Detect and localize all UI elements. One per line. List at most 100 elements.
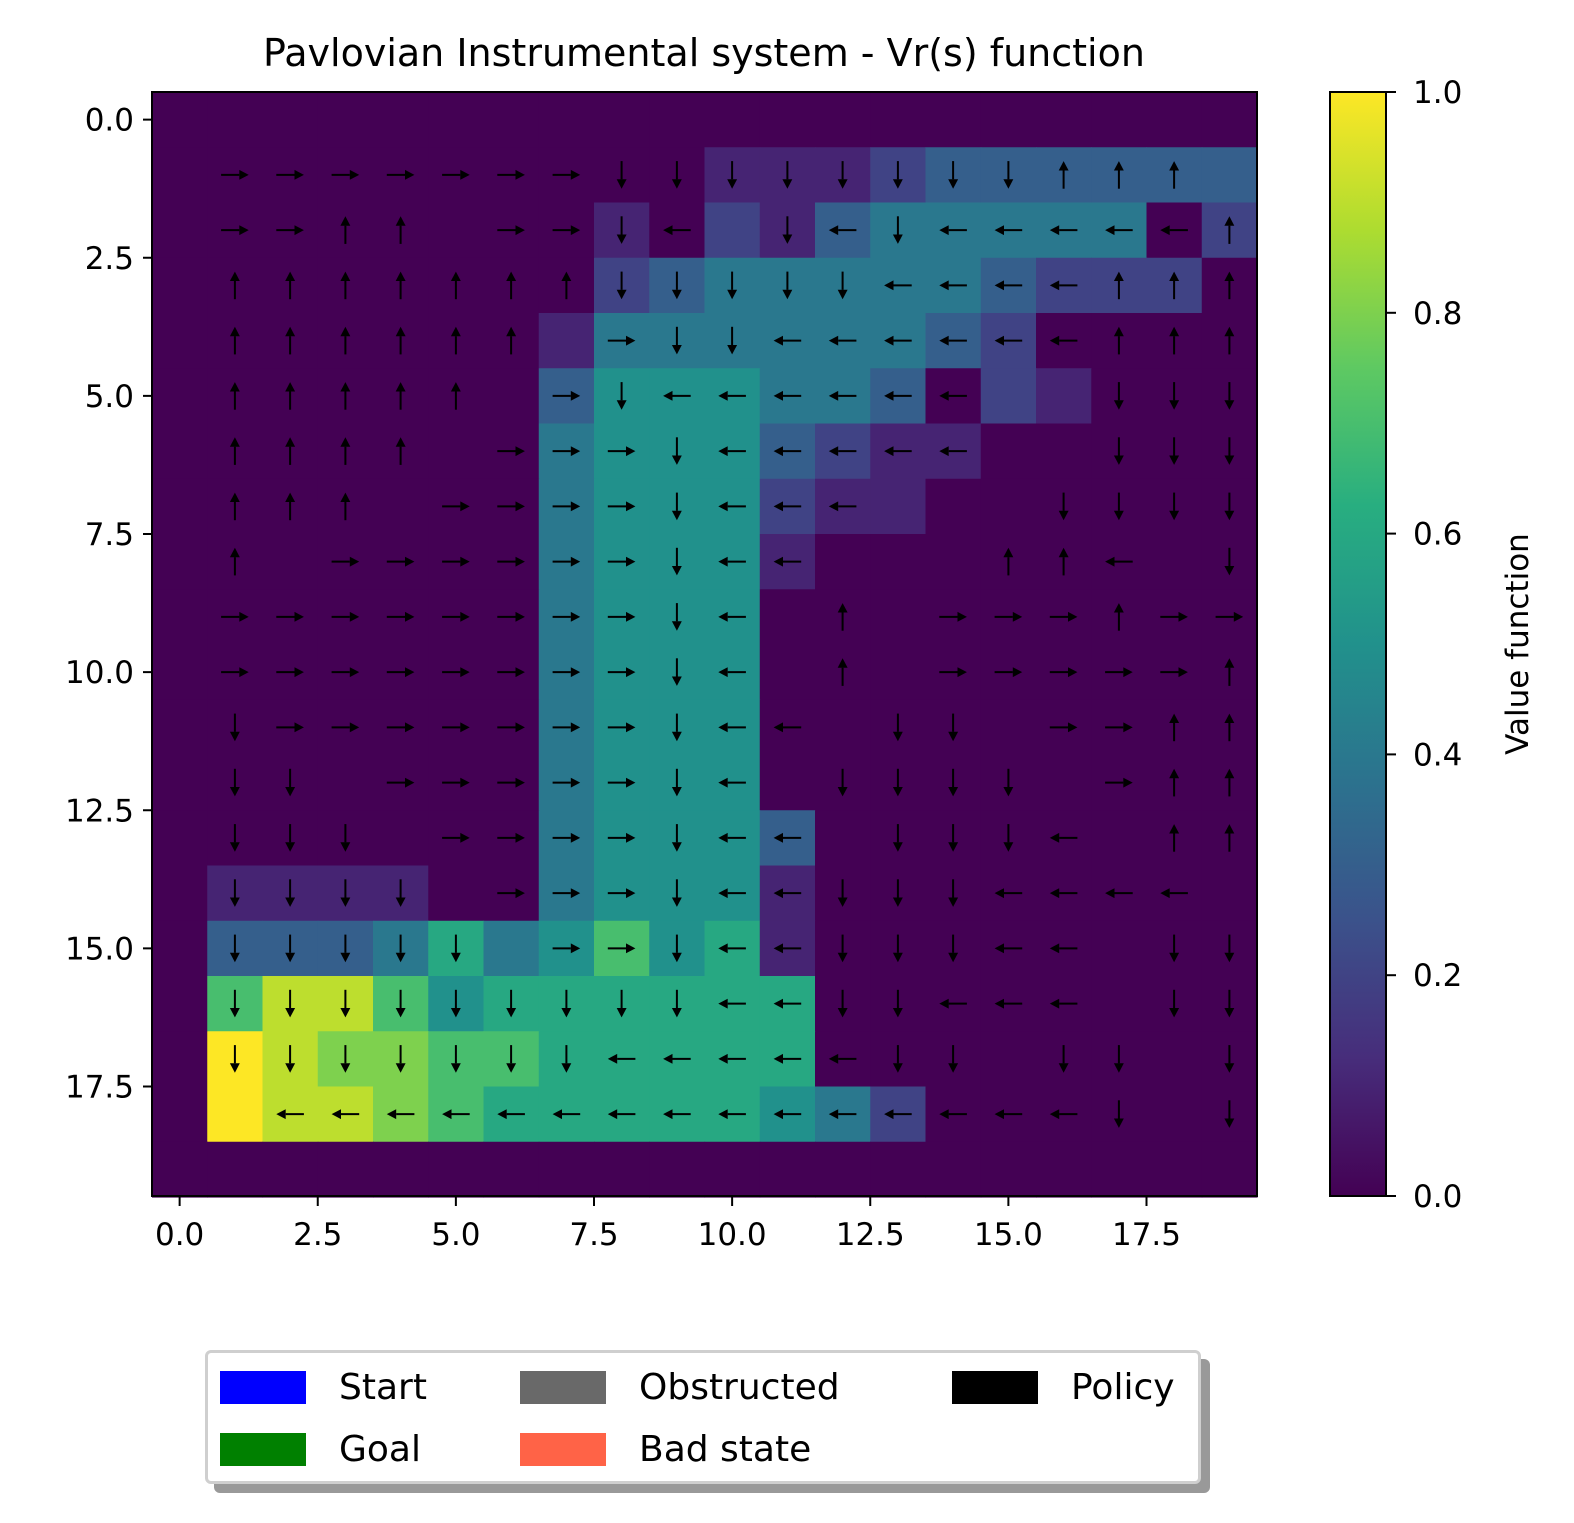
policy-arrow-head xyxy=(939,998,949,1009)
policy-arrow-head xyxy=(1224,1008,1235,1018)
policy-arrow-head xyxy=(1224,713,1235,723)
policy-arrow xyxy=(285,326,296,355)
policy-arrow-head xyxy=(1058,510,1069,521)
policy-arrow-head xyxy=(828,390,839,401)
legend-item-goal: Goal xyxy=(220,1429,421,1470)
policy-arrow xyxy=(395,934,406,963)
policy-arrow xyxy=(828,225,857,236)
policy-arrow-head xyxy=(570,611,581,622)
policy-arrow-head xyxy=(349,611,360,622)
policy-arrow xyxy=(773,943,802,954)
policy-arrow xyxy=(671,271,682,300)
policy-arrow xyxy=(395,437,406,465)
policy-arrow-head xyxy=(570,169,581,180)
policy-arrow xyxy=(229,879,240,907)
heatmap-cell xyxy=(152,257,208,314)
policy-arrow-head xyxy=(285,437,296,447)
legend-item-start: Start xyxy=(220,1367,427,1408)
policy-arrow-head xyxy=(460,556,470,567)
policy-arrow xyxy=(939,1109,967,1120)
heatmap-cell xyxy=(152,699,208,756)
policy-arrow xyxy=(773,1109,802,1120)
policy-arrow-head xyxy=(718,777,728,788)
policy-arrow-head xyxy=(994,998,1004,1009)
policy-arrow-head xyxy=(718,998,728,1009)
policy-arrow xyxy=(395,382,406,410)
policy-arrow-head xyxy=(239,611,249,622)
policy-arrow-head xyxy=(515,225,525,236)
policy-arrow xyxy=(285,437,296,465)
policy-arrow-head xyxy=(1049,335,1060,346)
policy-arrow xyxy=(386,169,415,180)
x-tick-label: 12.5 xyxy=(836,1217,905,1253)
heatmap-cell xyxy=(152,976,208,1032)
policy-arrow-head xyxy=(718,1109,728,1120)
policy-arrow xyxy=(994,280,1023,291)
policy-arrow-head xyxy=(285,1008,296,1018)
policy-arrow-head xyxy=(395,952,406,963)
policy-arrow xyxy=(340,326,351,355)
policy-arrow-head xyxy=(671,731,682,742)
policy-arrow xyxy=(607,501,636,512)
heatmap-cell xyxy=(262,534,319,590)
policy-arrow xyxy=(386,667,415,678)
plot-frame xyxy=(151,91,1258,1197)
policy-arrow-head xyxy=(828,446,839,457)
policy-arrow xyxy=(1113,492,1124,521)
policy-arrow xyxy=(663,1109,691,1120)
policy-arrow xyxy=(828,335,857,346)
policy-arrow xyxy=(718,611,746,622)
policy-arrow-head xyxy=(340,1008,351,1018)
policy-arrow-head xyxy=(395,897,406,907)
policy-arrow-head xyxy=(939,225,949,236)
legend-swatch-start xyxy=(220,1370,306,1404)
heatmap-cell xyxy=(373,810,429,867)
policy-arrow-head xyxy=(1012,667,1023,678)
policy-arrow xyxy=(1224,326,1235,355)
heatmap-cell xyxy=(317,92,374,148)
policy-arrow xyxy=(276,1109,304,1120)
policy-arrow-head xyxy=(828,335,839,346)
policy-arrow xyxy=(552,611,581,622)
policy-arrow-head xyxy=(994,280,1004,291)
heatmap-cell xyxy=(1146,1141,1203,1198)
policy-arrow xyxy=(229,713,240,742)
heatmap-cell xyxy=(980,478,1037,535)
policy-arrow xyxy=(939,280,967,291)
policy-arrow-head xyxy=(892,1008,903,1018)
policy-arrow-head xyxy=(939,390,949,401)
policy-arrow xyxy=(773,501,802,512)
heatmap-cell xyxy=(815,534,871,590)
policy-arrow-head xyxy=(718,667,728,678)
policy-arrow xyxy=(1105,667,1133,678)
policy-arrow xyxy=(671,603,682,631)
policy-arrow xyxy=(442,722,470,733)
policy-arrow xyxy=(837,879,848,907)
policy-arrow xyxy=(497,556,525,567)
heatmap-cells xyxy=(152,92,1258,1198)
policy-arrow-head xyxy=(395,216,406,226)
heatmap-cell xyxy=(980,423,1037,480)
heatmap-cell xyxy=(152,755,208,811)
policy-arrow-head xyxy=(718,1053,728,1064)
policy-arrow-head xyxy=(552,1109,562,1120)
policy-arrow-head xyxy=(727,345,738,355)
policy-arrow xyxy=(1113,382,1124,410)
policy-arrow xyxy=(773,888,802,899)
colorbar-tick-label: 0.6 xyxy=(1413,517,1462,553)
policy-arrow-head xyxy=(671,289,682,300)
policy-arrow-head xyxy=(994,225,1004,236)
policy-arrow-head xyxy=(229,952,240,963)
policy-arrow xyxy=(1224,658,1235,686)
policy-arrow-head xyxy=(1068,722,1078,733)
policy-arrow xyxy=(561,271,572,300)
policy-arrow xyxy=(718,943,746,954)
policy-arrow xyxy=(552,446,581,457)
policy-arrow-head xyxy=(515,446,525,457)
policy-arrow-head xyxy=(626,722,636,733)
heatmap-cell xyxy=(980,92,1037,148)
policy-arrow-head xyxy=(1224,455,1235,465)
policy-arrow xyxy=(948,768,959,797)
policy-arrow-head xyxy=(285,1063,296,1073)
policy-arrow-head xyxy=(239,169,249,180)
